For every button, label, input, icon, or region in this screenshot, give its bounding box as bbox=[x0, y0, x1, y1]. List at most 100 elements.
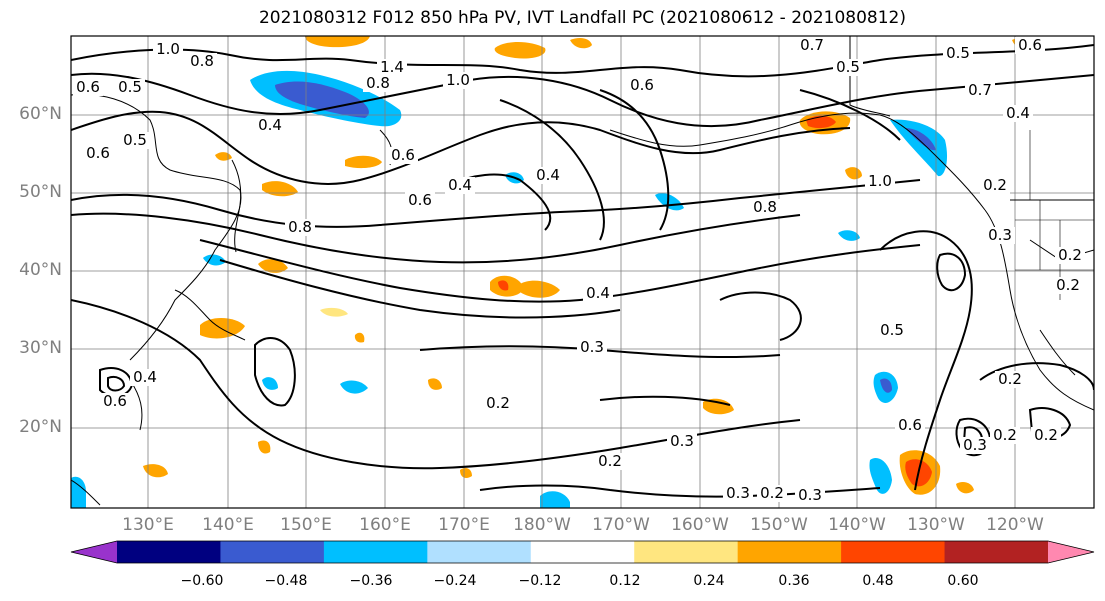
contour-label: 0.5 bbox=[946, 44, 970, 62]
contour-label: 1.0 bbox=[868, 172, 892, 190]
contour-label: 0.2 bbox=[983, 176, 1007, 194]
pv-contours bbox=[71, 44, 1094, 498]
contour-label-bg bbox=[990, 427, 1020, 444]
contour-label-bg bbox=[627, 77, 657, 94]
colorbar-tick-label: 0.24 bbox=[693, 573, 725, 589]
contour-label: 0.7 bbox=[968, 81, 992, 99]
negative-anomaly-patch bbox=[890, 119, 948, 177]
negative-anomaly-patch bbox=[880, 378, 892, 393]
colorbar-segment bbox=[737, 541, 842, 563]
contour-label-bg bbox=[115, 79, 145, 96]
lat-label: 50°N bbox=[19, 182, 62, 202]
contour-label-bg bbox=[577, 339, 607, 356]
contour-label-bg bbox=[757, 485, 787, 502]
contour-label: 0.3 bbox=[726, 484, 750, 502]
contour-label: 0.8 bbox=[753, 198, 777, 216]
contour-label: 0.8 bbox=[190, 52, 214, 70]
contour-label: 0.6 bbox=[76, 78, 100, 96]
negative-anomaly-patch bbox=[262, 377, 278, 390]
colorbar-extend-max bbox=[1048, 541, 1094, 563]
contour-label: 0.4 bbox=[536, 166, 560, 184]
contour-label-bg bbox=[153, 41, 183, 58]
positive-anomaly-patch bbox=[354, 332, 365, 343]
lon-label: 130°E bbox=[122, 515, 174, 535]
contour-label-bg bbox=[795, 487, 825, 504]
positive-anomaly-patch bbox=[215, 152, 232, 161]
colorbar-segment bbox=[944, 541, 1049, 563]
positive-anomaly-patch bbox=[520, 280, 560, 298]
graticule bbox=[71, 36, 1094, 508]
contour-label: 0.6 bbox=[630, 76, 654, 94]
lon-label: 140°E bbox=[202, 515, 254, 535]
contour-label: 0.2 bbox=[1034, 426, 1058, 444]
contour-label-bg bbox=[980, 177, 1010, 194]
positive-anomaly-patch bbox=[345, 155, 382, 169]
contour-label: 0.6 bbox=[1018, 36, 1042, 54]
colorbar-segment bbox=[220, 541, 325, 563]
negative-anomaly-patch bbox=[540, 491, 570, 508]
contour-label-bg bbox=[443, 72, 473, 89]
contour-label-bg bbox=[73, 79, 103, 96]
colorbar-tick-label: 0.36 bbox=[778, 573, 810, 589]
colorbar bbox=[70, 540, 1095, 564]
contour-label-bg bbox=[750, 199, 780, 216]
lon-label: 170°W bbox=[592, 515, 650, 535]
contour-label: 0.2 bbox=[1058, 246, 1082, 264]
contour-label-bg bbox=[1055, 247, 1085, 264]
contour-label: 0.8 bbox=[288, 218, 312, 236]
plot-title: 2021080312 F012 850 hPa PV, IVT Landfall… bbox=[258, 8, 906, 28]
colorbar-extend-min bbox=[71, 541, 117, 563]
contour-label: 1.0 bbox=[446, 71, 470, 89]
contour-label-bg bbox=[797, 37, 827, 54]
colorbar-segment bbox=[841, 541, 946, 563]
positive-anomaly-patch bbox=[494, 42, 546, 59]
contour-label-bg bbox=[285, 219, 315, 236]
contour-label: 0.6 bbox=[391, 146, 415, 164]
contour-label-bg bbox=[1003, 105, 1033, 122]
lon-label: 160°E bbox=[359, 515, 411, 535]
contour-label: 0.4 bbox=[133, 368, 157, 386]
positive-anomaly-patch bbox=[200, 317, 245, 339]
contour-label-bg bbox=[1031, 427, 1061, 444]
colorbar-tick-label: −0.60 bbox=[180, 573, 224, 589]
contour-label-bg bbox=[187, 53, 217, 70]
contour-label-bg bbox=[83, 145, 113, 162]
lon-label: 120°W bbox=[986, 515, 1044, 535]
colorbar-segment bbox=[117, 541, 221, 563]
lon-label: 150°E bbox=[280, 515, 332, 535]
negative-anomaly-patch bbox=[203, 254, 226, 266]
contour-label-bg bbox=[377, 59, 407, 76]
colorbar-tick-label: −0.24 bbox=[433, 573, 477, 589]
map-panel: 1.00.80.6 0.51.40.8 1.0 0.60.70.50.5 0.60.70… bbox=[70, 35, 1095, 509]
positive-anomaly-patch bbox=[703, 398, 734, 415]
lon-label: 180°W bbox=[513, 515, 571, 535]
contour-label: 0.5 bbox=[123, 131, 147, 149]
colorbar-tick-label: 0.48 bbox=[862, 573, 894, 589]
shading-layer bbox=[71, 36, 1032, 508]
positive-anomaly-patch bbox=[258, 259, 288, 273]
contour-label: 0.2 bbox=[598, 452, 622, 470]
positive-anomaly-patch bbox=[460, 468, 472, 478]
lat-label: 40°N bbox=[19, 260, 62, 280]
positive-anomaly-patch bbox=[570, 37, 592, 49]
negative-anomaly-patch bbox=[869, 458, 892, 494]
contour-label-bg bbox=[405, 192, 435, 209]
contour-label-bg bbox=[120, 132, 150, 149]
negative-anomaly-patch bbox=[275, 81, 369, 118]
colorbar-tick-label: −0.36 bbox=[349, 573, 393, 589]
contour-label-bg bbox=[1015, 37, 1045, 54]
colorbar-tick-label: 0.60 bbox=[947, 573, 979, 589]
contour-label: 0.4 bbox=[448, 176, 472, 194]
lon-label: 150°W bbox=[750, 515, 808, 535]
colorbar-tick-label: −0.12 bbox=[518, 573, 562, 589]
contour-label-bg bbox=[667, 433, 697, 450]
contour-label-bg bbox=[895, 417, 925, 434]
lat-label: 30°N bbox=[19, 338, 62, 358]
contour-label: 1.0 bbox=[156, 40, 180, 58]
contour-label-bg bbox=[960, 437, 990, 454]
contour-label: 1.4 bbox=[380, 58, 404, 76]
positive-anomaly-patch bbox=[258, 440, 271, 454]
contour-label: 0.6 bbox=[86, 144, 110, 162]
contour-label-bg bbox=[965, 82, 995, 99]
